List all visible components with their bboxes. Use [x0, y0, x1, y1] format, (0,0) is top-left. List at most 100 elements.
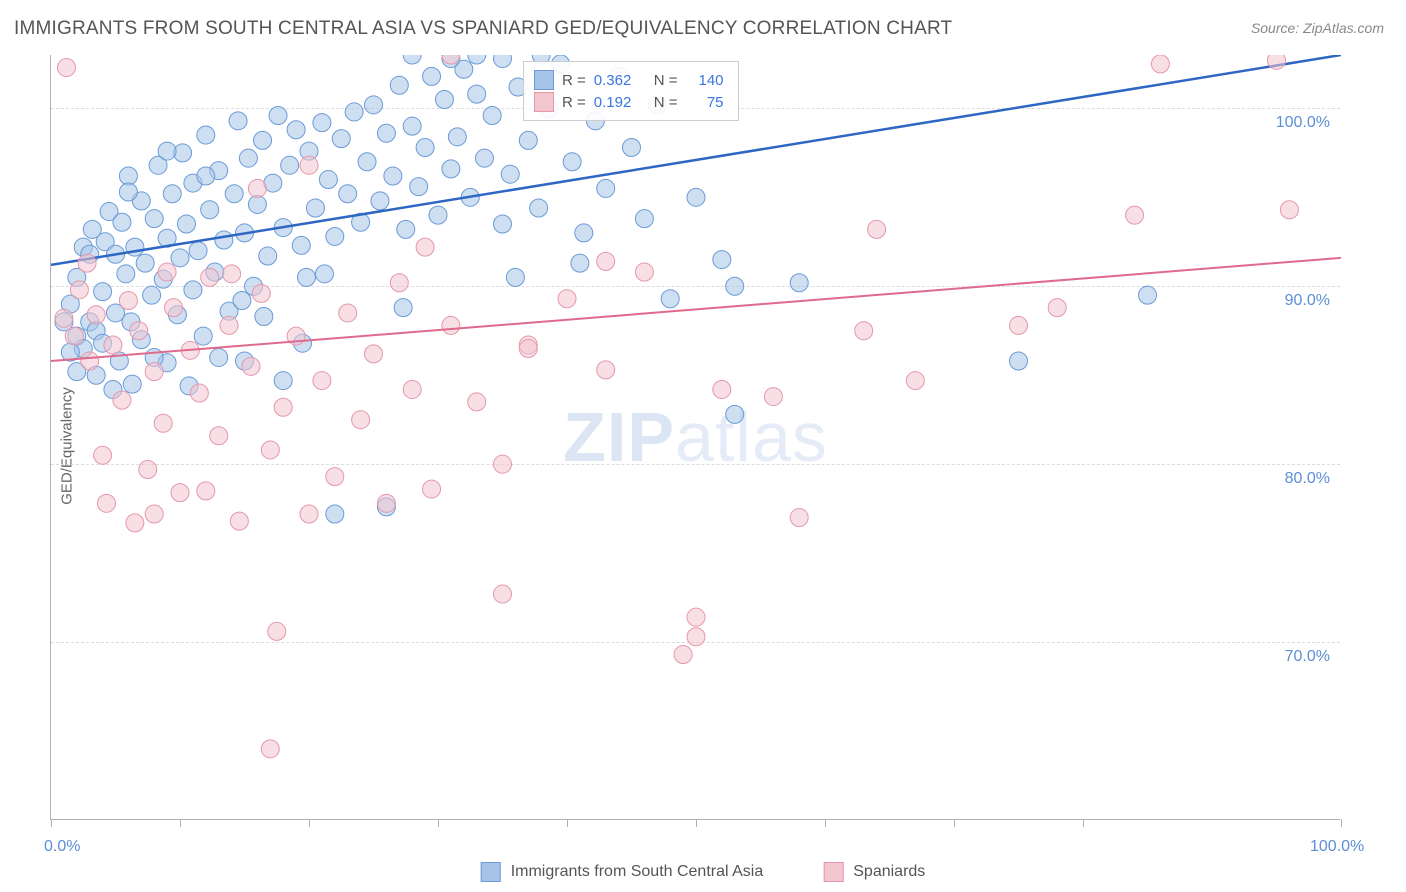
y-tick-label: 90.0%	[1260, 292, 1330, 310]
scatter-point	[132, 192, 150, 210]
x-tick	[1083, 819, 1084, 827]
scatter-point	[274, 372, 292, 390]
scatter-point	[442, 160, 460, 178]
scatter-point	[65, 327, 83, 345]
scatter-point	[132, 331, 150, 349]
scatter-point	[261, 441, 279, 459]
scatter-point	[113, 213, 131, 231]
scatter-point	[230, 512, 248, 530]
scatter-point	[300, 156, 318, 174]
scatter-point	[313, 114, 331, 132]
scatter-point	[274, 219, 292, 237]
legend-n-value: 140	[686, 72, 724, 89]
scatter-point	[332, 130, 350, 148]
scatter-point	[223, 265, 241, 283]
scatter-point	[623, 139, 641, 157]
scatter-point	[297, 268, 315, 286]
scatter-point	[94, 446, 112, 464]
x-tick	[825, 819, 826, 827]
scatter-point	[358, 153, 376, 171]
x-tick	[180, 819, 181, 827]
scatter-point	[136, 254, 154, 272]
scatter-point	[597, 252, 615, 270]
scatter-point	[74, 340, 92, 358]
legend-n-label: N =	[654, 72, 678, 89]
scatter-point	[210, 348, 228, 366]
scatter-point	[145, 505, 163, 523]
scatter-point	[384, 167, 402, 185]
scatter-point	[287, 327, 305, 345]
scatter-point	[181, 341, 199, 359]
scatter-point	[68, 363, 86, 381]
scatter-point	[158, 229, 176, 247]
scatter-point	[435, 90, 453, 108]
scatter-point	[530, 199, 548, 217]
scatter-point	[233, 292, 251, 310]
legend-n-label: N =	[654, 94, 678, 111]
scatter-point	[468, 55, 486, 64]
stats-legend-row: R =0.192N =75	[534, 92, 724, 112]
scatter-point	[371, 192, 389, 210]
scatter-point	[442, 316, 460, 334]
y-tick-label: 80.0%	[1260, 470, 1330, 488]
scatter-point	[687, 608, 705, 626]
scatter-point	[158, 142, 176, 160]
scatter-point	[57, 58, 75, 76]
scatter-point	[1048, 299, 1066, 317]
scatter-point	[394, 299, 412, 317]
scatter-point	[61, 295, 79, 313]
scatter-point	[377, 124, 395, 142]
scatter-point	[264, 174, 282, 192]
scatter-point	[68, 327, 86, 345]
scatter-point	[177, 215, 195, 233]
scatter-point	[239, 149, 257, 167]
scatter-point	[201, 268, 219, 286]
scatter-point	[300, 505, 318, 523]
scatter-point	[81, 313, 99, 331]
scatter-svg	[51, 55, 1341, 820]
scatter-point	[390, 76, 408, 94]
x-tick	[309, 819, 310, 827]
scatter-point	[248, 179, 266, 197]
scatter-point	[97, 494, 115, 512]
scatter-point	[713, 380, 731, 398]
scatter-point	[61, 343, 79, 361]
gridline-h	[51, 642, 1340, 643]
scatter-point	[494, 215, 512, 233]
scatter-point	[1126, 206, 1144, 224]
x-tick	[1341, 819, 1342, 827]
scatter-point	[352, 213, 370, 231]
scatter-point	[306, 199, 324, 217]
scatter-point	[70, 281, 88, 299]
scatter-point	[78, 254, 96, 272]
scatter-point	[268, 622, 286, 640]
scatter-point	[416, 238, 434, 256]
stats-legend: R =0.362N =140R =0.192N =75	[523, 61, 739, 121]
y-tick-label: 70.0%	[1260, 648, 1330, 666]
scatter-point	[197, 167, 215, 185]
stats-legend-row: R =0.362N =140	[534, 70, 724, 90]
scatter-point	[122, 313, 140, 331]
scatter-point	[455, 60, 473, 78]
scatter-point	[475, 149, 493, 167]
scatter-point	[168, 306, 186, 324]
scatter-point	[635, 263, 653, 281]
scatter-point	[81, 245, 99, 263]
scatter-point	[313, 372, 331, 390]
x-tick	[567, 819, 568, 827]
x-tick	[954, 819, 955, 827]
scatter-point	[1280, 201, 1298, 219]
scatter-point	[1151, 55, 1169, 73]
scatter-point	[100, 203, 118, 221]
scatter-point	[248, 195, 266, 213]
scatter-point	[123, 375, 141, 393]
scatter-point	[294, 334, 312, 352]
trend-line	[51, 258, 1341, 361]
scatter-point	[107, 245, 125, 263]
scatter-point	[259, 247, 277, 265]
scatter-point	[597, 361, 615, 379]
scatter-point	[442, 55, 460, 64]
legend-swatch-series-0	[481, 862, 501, 882]
scatter-point	[506, 268, 524, 286]
scatter-point	[171, 249, 189, 267]
